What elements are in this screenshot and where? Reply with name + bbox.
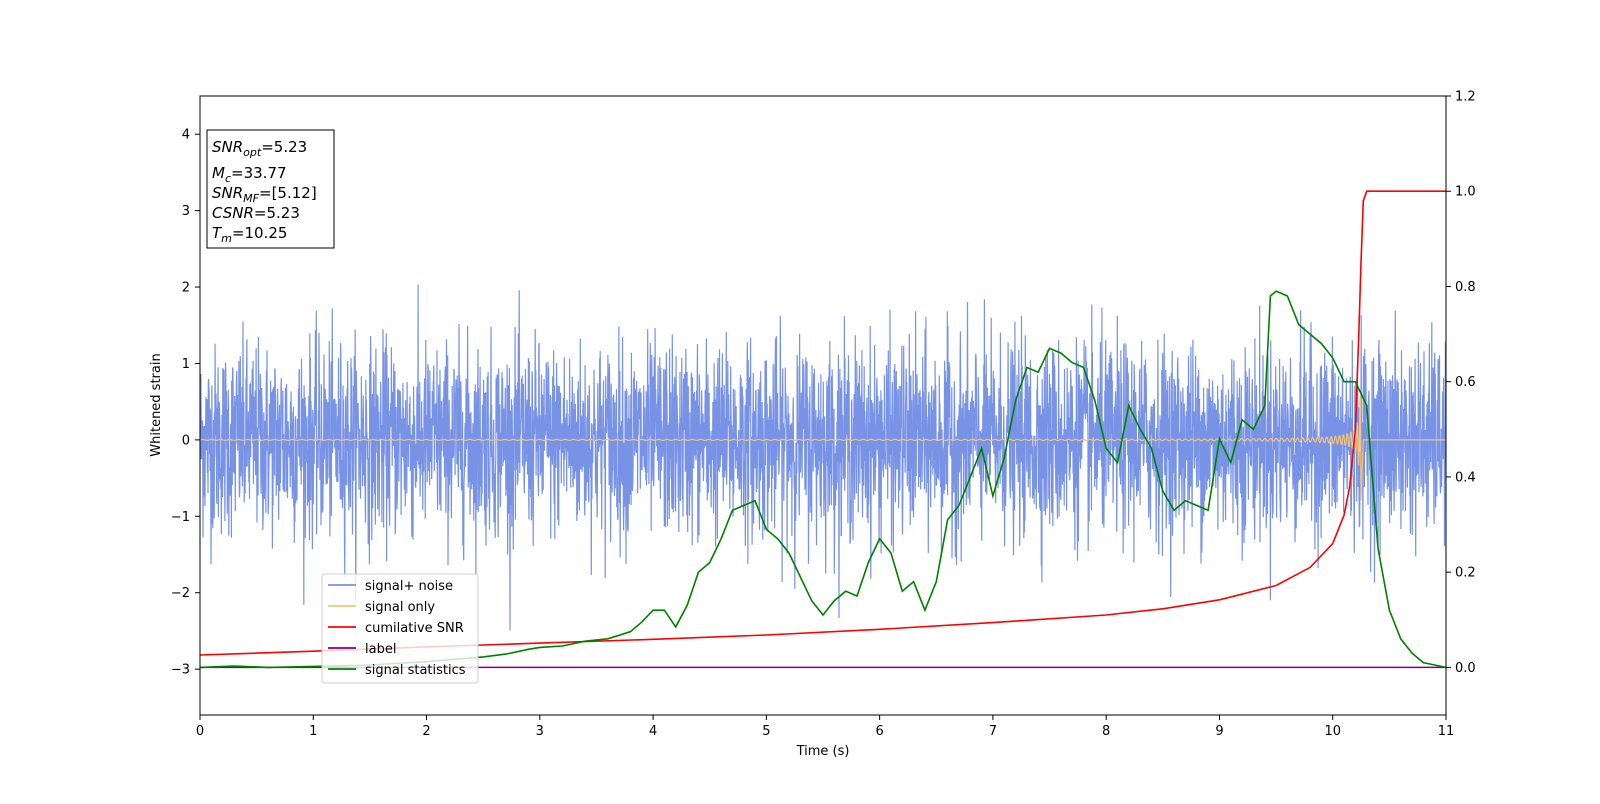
legend-label: signal+ noise (365, 579, 453, 594)
plot-frame (199, 95, 1447, 716)
legend: signal+ noise signal only cumilative SNR la… (321, 573, 479, 684)
x-tick-label: 10 (1324, 724, 1341, 739)
y2-tick-label: 0.4 (1455, 470, 1476, 485)
info-box-line: Mc=33.77 (212, 164, 287, 185)
x-tick-label: 11 (1438, 724, 1455, 739)
x-axis-ticks: 0 1 2 3 4 5 6 7 8 9 10 11 (196, 715, 1454, 739)
x-tick-label: 2 (422, 724, 430, 739)
info-box-line: SNRopt=5.23 (212, 138, 307, 159)
info-box-line: CSNR=5.23 (212, 204, 300, 222)
x-axis-label: Time (s) (796, 744, 850, 759)
y2-tick-label: 0.2 (1455, 566, 1476, 581)
legend-label: signal only (365, 600, 435, 615)
x-tick-label: 4 (649, 724, 657, 739)
y2-tick-label: 0.0 (1455, 661, 1476, 676)
y2-tick-label: 0.8 (1455, 280, 1476, 295)
signal-only-series (200, 395, 1446, 501)
info-box-line: Tm=10.25 (212, 224, 287, 245)
info-box-line: SNRMF=[5.12] (212, 184, 317, 205)
legend-label: cumilative SNR (365, 621, 464, 636)
signal-statistics-line (200, 290, 1446, 669)
cumulative-snr-series (200, 190, 1446, 656)
y-tick-label: −1 (171, 510, 190, 525)
y-tick-label: 3 (182, 204, 190, 219)
y-axis-ticks: −3 −2 −1 0 1 2 3 4 (171, 128, 200, 678)
y-tick-label: −3 (171, 663, 190, 678)
signal-statistics-series (200, 290, 1446, 669)
legend-label: label (365, 642, 396, 657)
y-axis-label: Whitened strain (149, 353, 164, 456)
cumulative-snr-line (200, 190, 1446, 656)
legend-label: signal statistics (365, 663, 466, 678)
y2-axis-ticks: 0.0 0.2 0.4 0.6 0.8 1.0 1.2 (1446, 90, 1476, 676)
x-tick-label: 6 (875, 724, 883, 739)
x-tick-label: 5 (762, 724, 770, 739)
x-tick-label: 3 (536, 724, 544, 739)
legend-frame (321, 573, 479, 684)
x-tick-label: 7 (989, 724, 997, 739)
signal-only-line (200, 395, 1446, 501)
y-tick-label: 2 (182, 281, 190, 296)
info-box-frame (206, 129, 335, 249)
x-tick-label: 8 (1102, 724, 1110, 739)
y-tick-label: 0 (182, 433, 190, 448)
x-tick-label: 1 (309, 724, 317, 739)
y2-tick-label: 0.6 (1455, 375, 1476, 390)
x-tick-label: 0 (196, 724, 204, 739)
y-tick-label: 1 (182, 357, 190, 372)
y-tick-label: −2 (171, 586, 190, 601)
y-tick-label: 4 (182, 128, 190, 143)
y2-tick-label: 1.0 (1455, 185, 1476, 200)
y2-tick-label: 1.2 (1455, 90, 1476, 105)
x-tick-label: 9 (1215, 724, 1223, 739)
info-box: SNRopt=5.23 Mc=33.77SNRMF=[5.12]CSNR=5.23… (206, 129, 335, 249)
